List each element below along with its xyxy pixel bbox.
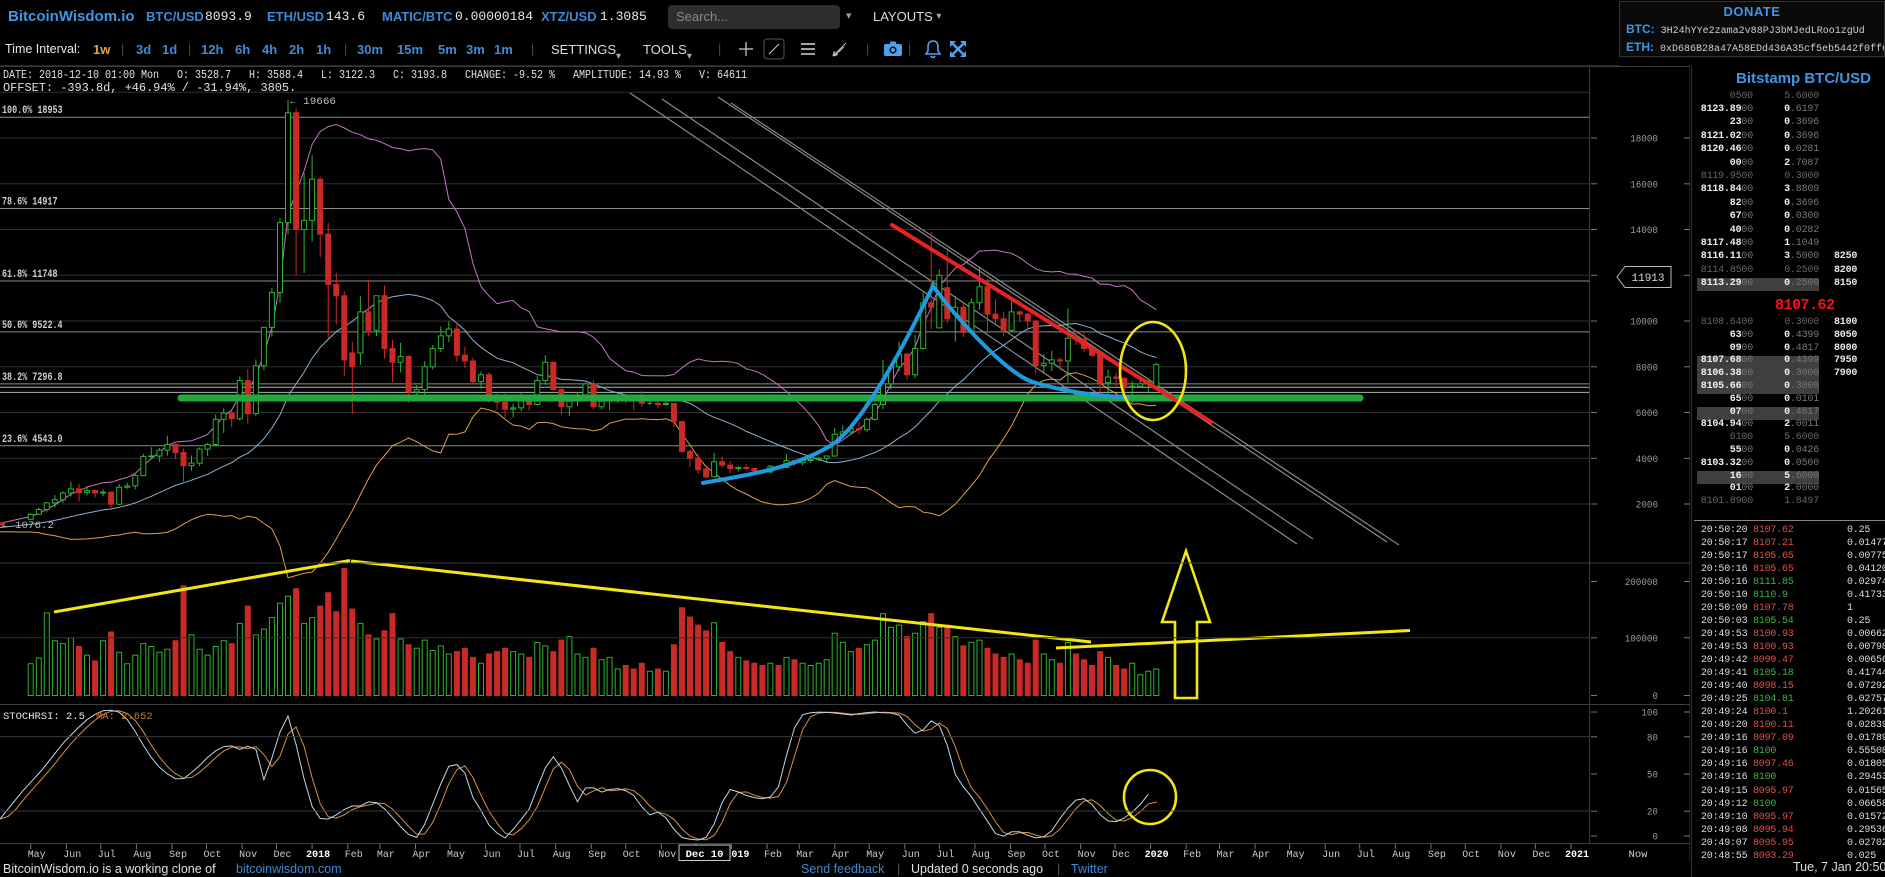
svg-text:Sep: Sep [1428,849,1446,861]
svg-text:100.0% 18953: 100.0% 18953 [2,105,63,117]
svg-text:38.2% 7296.8: 38.2% 7296.8 [2,372,63,384]
svg-text:Jul: Jul [1357,849,1375,861]
svg-text:10000: 10000 [1630,318,1658,329]
svg-text:STOCHRSI: 2.5: STOCHRSI: 2.5 [3,711,85,723]
svg-text:50: 50 [1647,771,1658,782]
svg-text:Jun: Jun [1322,849,1340,861]
svg-text:OFFSET: -393.8d, +46.94% / -31: OFFSET: -393.8d, +46.94% / -31.94%, 3805… [3,81,296,95]
svg-text:Jul: Jul [98,849,116,861]
svg-text:Dec: Dec [1112,849,1130,861]
svg-text:61.8% 11748: 61.8% 11748 [2,269,58,281]
svg-text:Aug: Aug [553,849,571,861]
svg-text:Feb: Feb [345,849,363,861]
svg-text:Dec: Dec [1532,849,1550,861]
svg-text:Mar: Mar [796,849,814,861]
svg-text:Jul: Jul [517,849,535,861]
svg-text:Sep: Sep [1008,849,1026,861]
svg-text:18000: 18000 [1630,135,1658,146]
svg-text:0: 0 [1653,833,1659,844]
svg-text:200000: 200000 [1625,578,1658,589]
svg-text:2021: 2021 [1565,849,1589,861]
svg-text:Aug: Aug [1392,849,1410,861]
svg-text:May: May [447,849,465,861]
svg-text:Apr: Apr [413,849,431,861]
svg-text:← 1076.2: ← 1076.2 [2,521,54,532]
svg-text:2000: 2000 [1636,501,1658,512]
svg-text:Sep: Sep [588,849,606,861]
svg-text:100000: 100000 [1625,634,1658,645]
svg-text:Jul: Jul [936,849,954,861]
svg-text:78.6% 14917: 78.6% 14917 [2,197,58,209]
svg-text:20: 20 [1647,808,1658,819]
svg-text:Nov: Nov [1078,849,1096,861]
svg-text:2019: 2019 [725,849,749,861]
svg-text:Apr: Apr [1252,849,1270,861]
svg-text:50.0% 9522.4: 50.0% 9522.4 [2,320,63,332]
svg-text:May: May [28,849,46,861]
svg-text:← 19666: ← 19666 [290,97,336,108]
svg-text:Oct: Oct [623,849,641,861]
svg-text:8000: 8000 [1636,363,1658,374]
svg-text:Dec: Dec [274,849,292,861]
svg-text:Mar: Mar [377,849,395,861]
svg-text:Aug: Aug [972,849,990,861]
svg-text:Feb: Feb [764,849,782,861]
svg-text:Now: Now [1629,849,1649,861]
svg-text:Jun: Jun [63,849,81,861]
svg-text:MA: 2.652: MA: 2.652 [96,711,153,723]
svg-text:DATE: 2018-12-10 01:00 Mon O: DATE: 2018-12-10 01:00 Mon O: 3528.7 H: … [3,68,747,82]
svg-text:11913: 11913 [1632,273,1665,285]
svg-text:Dec 10: Dec 10 [686,849,724,861]
svg-text:23.6% 4543.0: 23.6% 4543.0 [2,434,63,446]
svg-text:4000: 4000 [1636,455,1658,466]
svg-text:Nov: Nov [658,849,676,861]
svg-text:Nov: Nov [239,849,257,861]
svg-text:Jun: Jun [483,849,501,861]
svg-text:May: May [1287,849,1305,861]
svg-text:6000: 6000 [1636,409,1658,420]
svg-text:14000: 14000 [1630,226,1658,237]
svg-text:Feb: Feb [1183,849,1201,861]
svg-text:Oct: Oct [1462,849,1480,861]
svg-text:16000: 16000 [1630,180,1658,191]
svg-text:Jun: Jun [902,849,920,861]
svg-text:2018: 2018 [306,849,330,861]
svg-text:100: 100 [1641,709,1658,720]
svg-text:Oct: Oct [204,849,222,861]
svg-text:0: 0 [1653,692,1659,703]
svg-text:May: May [866,849,884,861]
svg-text:2020: 2020 [1145,849,1169,861]
svg-text:Mar: Mar [1217,849,1235,861]
svg-text:80: 80 [1647,733,1658,744]
svg-text:Apr: Apr [832,849,850,861]
svg-text:Aug: Aug [133,849,151,861]
svg-text:Nov: Nov [1498,849,1516,861]
svg-text:Sep: Sep [169,849,187,861]
svg-text:Oct: Oct [1042,849,1060,861]
